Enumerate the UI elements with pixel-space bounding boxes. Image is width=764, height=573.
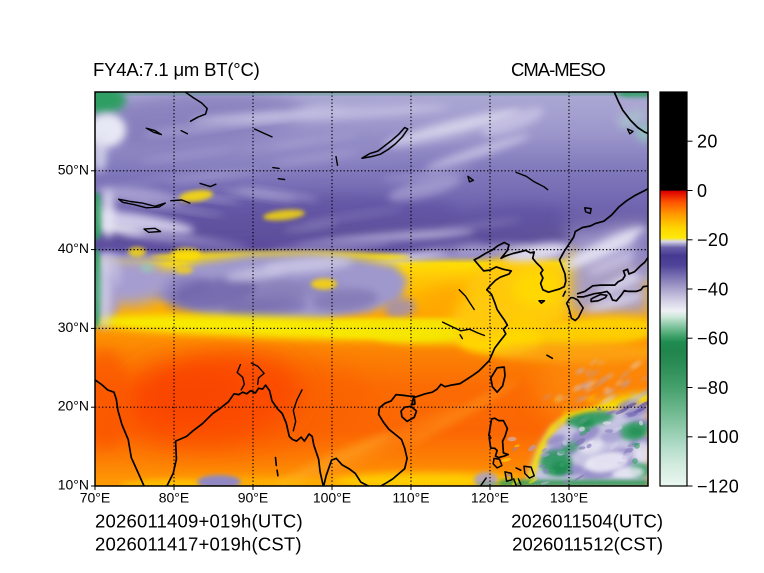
svg-text:−40: −40 xyxy=(697,279,729,299)
svg-text:−80: −80 xyxy=(697,378,729,398)
svg-text:70°E: 70°E xyxy=(80,490,111,506)
svg-text:FY4A:7.1 μm BT(°C): FY4A:7.1 μm BT(°C) xyxy=(93,59,260,80)
svg-text:−60: −60 xyxy=(697,329,729,349)
svg-text:30°N: 30°N xyxy=(58,319,89,335)
svg-text:100°E: 100°E xyxy=(313,490,351,506)
svg-text:20°N: 20°N xyxy=(58,398,89,414)
svg-text:40°N: 40°N xyxy=(58,240,89,256)
svg-text:20: 20 xyxy=(697,132,718,152)
svg-text:−120: −120 xyxy=(697,476,739,496)
svg-text:0: 0 xyxy=(697,181,707,201)
svg-text:2026011417+019h(CST): 2026011417+019h(CST) xyxy=(95,533,302,554)
svg-text:120°E: 120°E xyxy=(471,490,509,506)
svg-text:110°E: 110°E xyxy=(392,490,429,506)
svg-text:130°E: 130°E xyxy=(550,490,588,506)
svg-text:10°N: 10°N xyxy=(58,477,89,493)
svg-text:2026011504(UTC): 2026011504(UTC) xyxy=(511,511,663,532)
svg-text:−20: −20 xyxy=(697,230,729,250)
svg-text:2026011409+019h(UTC): 2026011409+019h(UTC) xyxy=(95,511,303,532)
svg-text:80°E: 80°E xyxy=(159,490,190,506)
svg-text:CMA-MESO: CMA-MESO xyxy=(511,59,605,80)
svg-text:2026011512(CST): 2026011512(CST) xyxy=(512,533,663,554)
svg-text:50°N: 50°N xyxy=(58,161,89,177)
svg-text:90°E: 90°E xyxy=(238,490,269,506)
svg-text:−100: −100 xyxy=(697,427,739,447)
